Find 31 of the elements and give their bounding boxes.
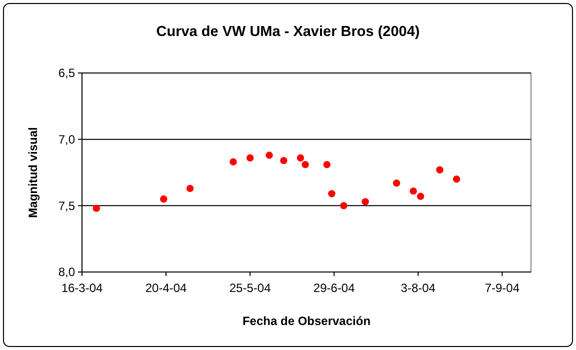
chart-title: Curva de VW UMa - Xavier Bros (2004) xyxy=(156,24,420,40)
point xyxy=(362,198,369,206)
point xyxy=(230,158,237,166)
x-axis-title: Fecha de Observación xyxy=(242,314,371,328)
point xyxy=(416,192,424,200)
point xyxy=(436,166,444,174)
point xyxy=(296,154,304,162)
point xyxy=(452,176,460,183)
y-tick-label: 7,0 xyxy=(58,132,76,147)
y-tick-label: 6,5 xyxy=(58,66,76,80)
point xyxy=(323,160,331,168)
x-tick-label: 29-6-04 xyxy=(313,281,356,295)
point xyxy=(160,195,168,203)
point xyxy=(280,156,288,164)
y-tick-label: 8,0 xyxy=(58,265,76,280)
point xyxy=(410,187,417,195)
y-axis-title: Magnitud visual xyxy=(26,127,40,218)
point xyxy=(340,202,348,210)
point xyxy=(266,152,273,159)
y-tick-label: 7,5 xyxy=(58,198,76,213)
point xyxy=(392,180,400,187)
x-tick-label: 3-8-04 xyxy=(400,281,436,295)
point xyxy=(92,204,100,212)
point xyxy=(246,154,254,162)
x-tick-label: 7-9-04 xyxy=(484,281,520,295)
x-tick-label: 16-3-04 xyxy=(61,281,103,295)
x-tick-label: 25-5-04 xyxy=(229,281,272,295)
point xyxy=(328,190,336,198)
point xyxy=(186,184,194,192)
x-tick-label: 20-4-04 xyxy=(145,281,188,295)
point xyxy=(302,160,309,168)
